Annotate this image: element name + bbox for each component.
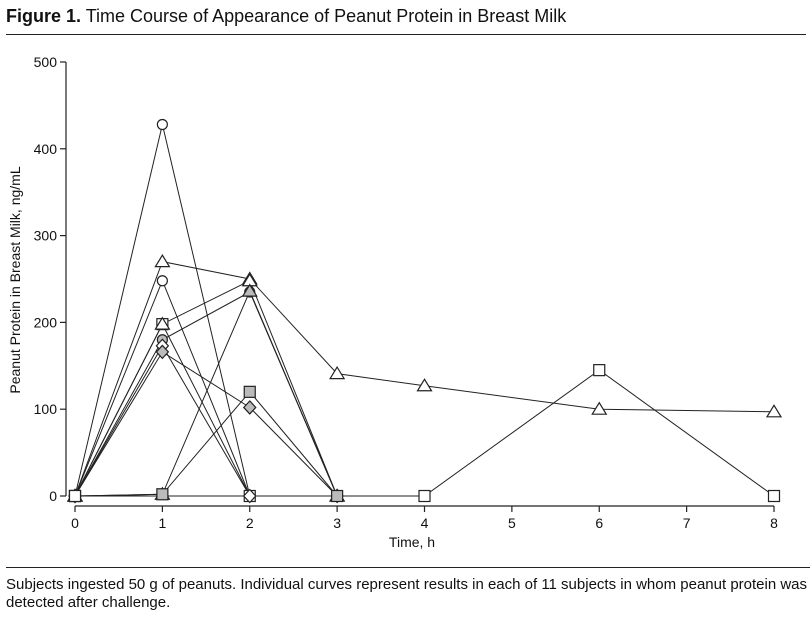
x-tick-label: 8 <box>770 515 778 531</box>
x-tick-label: 4 <box>421 515 429 531</box>
series-markers <box>66 118 783 504</box>
series-line-7 <box>74 344 251 497</box>
figure-caption: Subjects ingested 50 g of peanuts. Indiv… <box>6 567 810 612</box>
data-point-s2-7 <box>765 404 783 418</box>
series-line-5 <box>74 280 338 497</box>
chart: 0 100 200 300 400 500 0 1 2 3 4 5 6 7 8 Time, h Peanut… <box>7 54 783 550</box>
series-line-8 <box>74 351 338 497</box>
figure-header: Figure 1. Time Course of Appearance of P… <box>6 5 806 35</box>
data-point-s8-3 <box>242 400 257 415</box>
x-tick-label: 6 <box>595 515 603 531</box>
x-tick-label: 3 <box>333 515 341 531</box>
x-tick-label: 2 <box>246 515 254 531</box>
figure-title-text: Time Course of Appearance of Peanut Prot… <box>85 6 567 26</box>
data-point-s10-3 <box>243 385 256 398</box>
data-point-s2-4 <box>329 365 346 380</box>
data-point-s2-2 <box>154 253 171 268</box>
y-tick-label: 500 <box>34 54 58 70</box>
y-axis-title: Peanut Protein in Breast Milk, ng/mL <box>7 166 23 393</box>
series-lines <box>74 124 775 497</box>
data-point-s11-3 <box>593 364 606 377</box>
y-tick-label: 400 <box>34 141 58 157</box>
figure-label: Figure 1. <box>6 6 82 26</box>
series-line-10 <box>74 391 338 497</box>
figure-title: Figure 1. Time Course of Appearance of P… <box>6 5 806 27</box>
x-tick-label: 0 <box>71 515 79 531</box>
series-line-9 <box>74 289 338 497</box>
series-line-3 <box>74 279 251 497</box>
y-tick-label: 200 <box>34 314 58 330</box>
data-point-s11-4 <box>767 489 781 503</box>
data-point-s10-2 <box>156 488 169 501</box>
series-line-1 <box>74 124 251 497</box>
data-point-s7-3 <box>242 488 257 504</box>
data-point-s11-2 <box>418 489 431 503</box>
x-tick-label: 5 <box>508 515 516 531</box>
data-point-s10-4 <box>331 489 344 503</box>
x-tick-label: 1 <box>158 515 166 531</box>
data-point-s1-2 <box>156 118 168 131</box>
data-point-s3-2 <box>156 275 168 287</box>
axes: 0 100 200 300 400 500 0 1 2 3 4 5 6 7 8 <box>34 54 778 531</box>
y-tick-label: 0 <box>49 488 57 504</box>
data-point-s11-1 <box>68 489 82 503</box>
x-tick-label: 7 <box>683 515 691 531</box>
x-axis-title: Time, h <box>389 534 435 550</box>
data-point-s5-2 <box>154 316 171 330</box>
data-point-s9-3 <box>241 283 258 297</box>
data-point-s8-2 <box>155 344 170 360</box>
y-tick-label: 300 <box>34 228 58 244</box>
data-point-s2-6 <box>591 401 608 415</box>
data-point-s2-5 <box>416 378 433 392</box>
y-tick-label: 100 <box>34 401 58 417</box>
